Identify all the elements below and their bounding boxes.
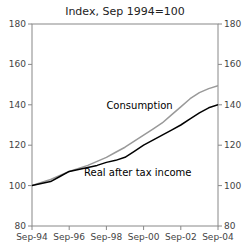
x-tick-label: Sep-04 [202, 232, 234, 242]
series-group [32, 86, 218, 186]
y-tick [28, 226, 32, 227]
x-tick [69, 226, 70, 230]
y-tick [28, 64, 32, 65]
y-tick [28, 145, 32, 146]
y2-tick [218, 185, 222, 186]
y-tick-label: 80 [15, 221, 27, 231]
y2-tick [218, 24, 222, 25]
x-tick [106, 226, 107, 230]
title: Index, Sep 1994=100 [65, 5, 185, 18]
x-tick-label: Sep-02 [165, 232, 197, 242]
y2-tick-label: 120 [224, 140, 241, 150]
y-tick-label: 140 [9, 100, 26, 110]
y-tick [28, 185, 32, 186]
y2-tick [218, 226, 222, 227]
x-tick [143, 226, 144, 230]
y2-tick-label: 80 [224, 221, 236, 231]
plot-frame [32, 24, 218, 226]
y-tick [28, 24, 32, 25]
x-tick [32, 226, 33, 230]
y2-tick-label: 100 [224, 181, 241, 191]
x-tick-label: Sep-94 [16, 232, 48, 242]
annotation: Real after tax income [84, 167, 191, 178]
x-tick-label: Sep-96 [53, 232, 85, 242]
y2-tick-label: 160 [224, 59, 241, 69]
series-line [32, 86, 218, 186]
annotation: Consumption [106, 100, 172, 111]
y2-tick-label: 180 [224, 19, 241, 29]
y-tick-label: 160 [9, 59, 26, 69]
chart: Index, Sep 1994=100 Sep-94 Sep-96 Sep-98 Sep… [0, 0, 250, 250]
y2-tick [218, 64, 222, 65]
y2-tick [218, 145, 222, 146]
series-line [32, 105, 218, 186]
x-tick [180, 226, 181, 230]
y-tick [28, 104, 32, 105]
y-tick-label: 180 [9, 19, 26, 29]
y2-tick [218, 104, 222, 105]
y-tick-label: 120 [9, 140, 26, 150]
y-tick-label: 100 [9, 181, 26, 191]
x-tick [218, 226, 219, 230]
y2-tick-label: 140 [224, 100, 241, 110]
x-tick-label: Sep-98 [91, 232, 123, 242]
x-tick-label: Sep-00 [128, 232, 160, 242]
